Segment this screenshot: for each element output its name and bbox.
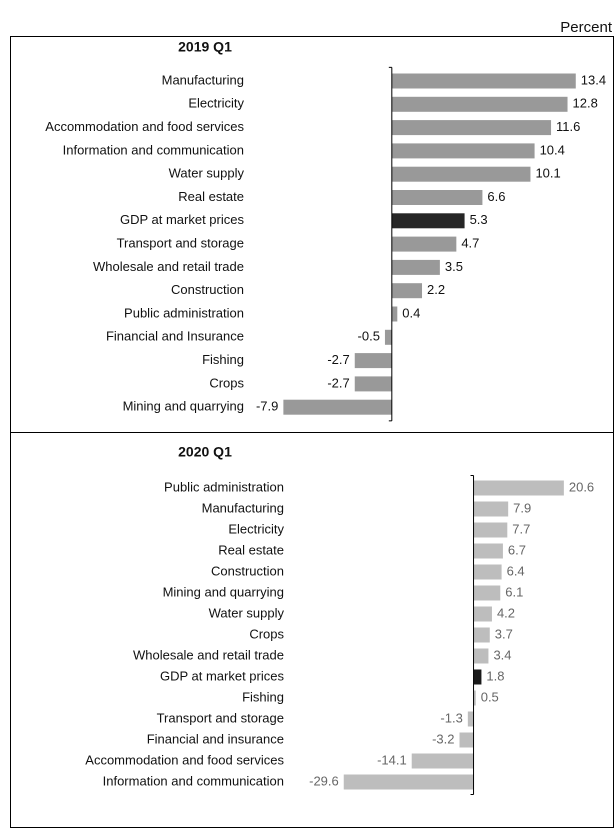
category-label: Manufacturing (202, 500, 284, 515)
bar (473, 648, 489, 664)
category-label: Accommodation and food services (45, 119, 244, 134)
value-label: -0.5 (358, 329, 380, 344)
bar (473, 501, 509, 517)
bar (473, 669, 482, 685)
bar (391, 283, 423, 299)
bar (473, 606, 492, 622)
bar (459, 732, 474, 748)
bar (473, 522, 508, 538)
bar (473, 627, 490, 643)
value-label: 3.5 (445, 259, 463, 274)
value-label: -2.7 (327, 352, 349, 367)
bar (391, 306, 398, 322)
value-label: 7.7 (512, 521, 530, 536)
category-label: Real estate (178, 189, 244, 204)
category-label: Mining and quarrying (123, 399, 244, 414)
value-label: 20.6 (569, 479, 594, 494)
panel-frame (10, 36, 614, 433)
value-label: 13.4 (581, 72, 606, 87)
category-label: Transport and storage (117, 236, 244, 251)
value-label: 2.2 (427, 282, 445, 297)
value-label: 0.5 (481, 689, 499, 704)
value-label: 10.4 (540, 142, 565, 157)
bar (467, 711, 474, 727)
bar (354, 376, 392, 392)
bar (391, 166, 531, 182)
category-label: Water supply (169, 166, 245, 181)
value-label: -14.1 (377, 752, 407, 767)
category-label: Electricity (228, 521, 284, 536)
category-label: Mining and quarrying (163, 584, 284, 599)
value-label: 1.8 (486, 668, 504, 683)
bar (391, 143, 535, 159)
bar (473, 564, 502, 580)
category-label: Crops (209, 375, 244, 390)
value-label: 0.4 (402, 305, 420, 320)
unit-label: Percent (560, 19, 613, 36)
value-label: -29.6 (309, 773, 339, 788)
category-label: Electricity (188, 96, 244, 111)
category-label: Construction (171, 282, 244, 297)
bar (354, 353, 392, 369)
category-label: Wholesale and retail trade (93, 259, 244, 274)
category-label: Fishing (202, 352, 244, 367)
category-label: Construction (211, 563, 284, 578)
category-label: Real estate (218, 542, 284, 557)
bar (473, 690, 476, 706)
value-label: 4.2 (497, 605, 515, 620)
value-label: 5.3 (470, 212, 488, 227)
category-label: Wholesale and retail trade (133, 647, 284, 662)
bar (473, 543, 503, 559)
category-label: Financial and Insurance (106, 329, 244, 344)
bar (343, 774, 474, 790)
category-label: Fishing (242, 689, 284, 704)
bar (384, 329, 392, 345)
bar (391, 96, 568, 112)
bar (391, 236, 457, 252)
value-label: 6.7 (508, 542, 526, 557)
bar (473, 480, 564, 496)
bar (391, 213, 465, 229)
panel-title: 2020 Q1 (178, 444, 232, 460)
value-label: 6.6 (487, 189, 505, 204)
category-label: Transport and storage (157, 710, 284, 725)
value-label: 6.1 (505, 584, 523, 599)
category-label: GDP at market prices (120, 212, 245, 227)
bar (391, 120, 552, 136)
bar (473, 585, 501, 601)
bar (391, 73, 576, 89)
bar (283, 399, 392, 415)
value-label: -1.3 (440, 710, 462, 725)
value-label: 10.1 (535, 166, 560, 181)
panel-title: 2019 Q1 (178, 39, 232, 55)
value-label: -2.7 (327, 375, 349, 390)
category-label: Crops (249, 626, 284, 641)
value-label: 11.6 (556, 119, 580, 134)
value-label: -7.9 (256, 399, 278, 414)
bar (411, 753, 474, 769)
value-label: 3.4 (493, 647, 511, 662)
category-label: Financial and insurance (147, 731, 284, 746)
value-label: 4.7 (461, 236, 479, 251)
bar (391, 190, 483, 205)
category-label: GDP at market prices (160, 668, 285, 683)
category-label: Manufacturing (162, 72, 244, 87)
value-label: 7.9 (513, 500, 531, 515)
bar (391, 259, 440, 275)
category-label: Accommodation and food services (85, 752, 284, 767)
value-label: 12.8 (573, 96, 598, 111)
category-label: Information and communication (63, 142, 244, 157)
category-label: Public administration (164, 479, 284, 494)
value-label: 6.4 (507, 563, 525, 578)
category-label: Information and communication (103, 773, 284, 788)
category-label: Public administration (124, 305, 244, 320)
value-label: -3.2 (432, 731, 454, 746)
value-label: 3.7 (495, 626, 513, 641)
category-label: Water supply (209, 605, 285, 620)
